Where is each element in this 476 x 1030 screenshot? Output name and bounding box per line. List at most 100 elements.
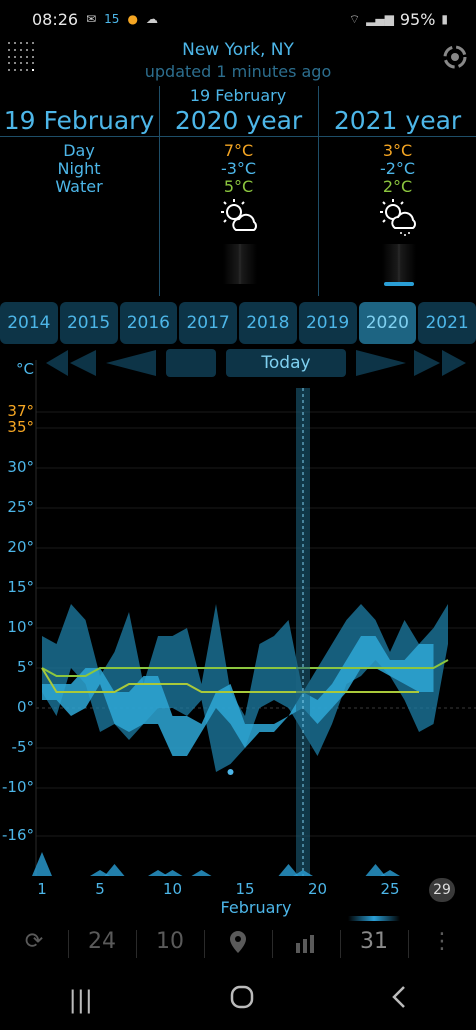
- precip-mark: [32, 852, 52, 876]
- partly-cloudy-icon: [221, 199, 257, 231]
- year-2021-heading: 2021 year: [333, 106, 462, 135]
- year-tab-2021[interactable]: 2021: [418, 302, 476, 344]
- recent-apps-icon[interactable]: |||: [68, 986, 93, 1014]
- water-temp-2021: 2°C: [382, 177, 413, 196]
- grid-menu-icon[interactable]: [8, 42, 38, 74]
- back-icon[interactable]: [391, 985, 407, 1015]
- battery-icon: ▮: [441, 12, 448, 26]
- norm-line: [41, 667, 419, 693]
- today-button[interactable]: Today: [226, 349, 346, 377]
- y-tick-label: 5°: [16, 658, 34, 676]
- precip-mark: [90, 870, 110, 876]
- precip-mark: [380, 870, 400, 876]
- toolbar-hours-button[interactable]: 24: [68, 916, 136, 968]
- mail-icon: ✉: [86, 12, 97, 26]
- y-tick-label: 0°: [16, 698, 34, 716]
- partly-cloudy-snow-icon: [380, 199, 416, 236]
- divider: [0, 136, 476, 137]
- precip-mark: [191, 870, 212, 876]
- y-tick-label: 15°: [7, 578, 34, 596]
- jump-back-icon[interactable]: [46, 350, 96, 376]
- norm-line: [41, 659, 449, 677]
- signal-icon: ▂▄▆: [366, 12, 394, 26]
- toolbar-month-button[interactable]: 31: [340, 916, 408, 968]
- year-2020-heading: 2020 year: [174, 106, 303, 135]
- home-icon[interactable]: [230, 985, 254, 1015]
- precip-bar-2020: [223, 244, 257, 284]
- year-tab-2019[interactable]: 2019: [298, 302, 357, 344]
- step-back-icon[interactable]: [106, 350, 156, 376]
- water-temp-2020: 5°C: [223, 177, 254, 196]
- weather-icon: ●: [127, 12, 138, 26]
- system-navigation-bar: |||: [0, 970, 476, 1030]
- x-tick-label: 20: [307, 880, 328, 898]
- battery-level: 95%: [399, 9, 436, 29]
- y-tick-label: 20°: [7, 538, 34, 556]
- precip-mark: [148, 870, 168, 876]
- temperature-band: [42, 604, 448, 772]
- year-selector: 2014 2015 2016 2017 2018 2019 2020 2021: [0, 302, 476, 344]
- y-tick-label: 37°: [7, 402, 34, 420]
- updated-time: updated 1 minutes ago: [144, 62, 332, 81]
- jump-forward-icon[interactable]: [414, 350, 466, 376]
- app-logo-icon[interactable]: [442, 44, 468, 70]
- precip-bar-2021: [382, 244, 416, 286]
- day-label: Day: [63, 141, 95, 160]
- thermo-icon: 15: [104, 12, 119, 26]
- city-name[interactable]: New York, NY: [182, 40, 294, 60]
- location-header: New York, NY updated 1 minutes ago: [0, 38, 476, 86]
- y-tick-label: 30°: [7, 458, 34, 476]
- labels-column: 19 February Day Night Water: [0, 86, 158, 296]
- temperature-band: [42, 636, 434, 756]
- step-forward-icon[interactable]: [356, 350, 406, 376]
- refresh-icon[interactable]: ⟳: [24, 929, 44, 954]
- x-tick-label: 5: [95, 880, 105, 898]
- year-tab-2018[interactable]: 2018: [239, 302, 297, 344]
- precip-mark: [278, 864, 299, 876]
- wifi-icon: ⌔: [348, 11, 361, 26]
- y-tick-label: 25°: [7, 498, 34, 516]
- precip-mark: [365, 864, 386, 876]
- year-tab-2014[interactable]: 2014: [0, 302, 58, 344]
- last-day-marker[interactable]: 29: [429, 878, 455, 902]
- period-button[interactable]: [166, 349, 216, 377]
- year-tab-2016[interactable]: 2016: [119, 302, 178, 344]
- chart-navigation: Today: [0, 346, 476, 380]
- x-tick-label: 15: [235, 880, 255, 898]
- day-temp-2020: 7°C: [223, 141, 254, 160]
- night-label: Night: [57, 159, 101, 178]
- status-bar: 08:26 ✉ 15 ● ☁ ⌔ ▂▄▆ 95% ▮: [0, 0, 476, 38]
- y-tick-label: -16°: [2, 826, 34, 844]
- year-tab-2020[interactable]: 2020: [358, 302, 417, 344]
- y-tick-label: -10°: [2, 778, 34, 796]
- precip-mark: [293, 870, 313, 876]
- y-tick-label: -5°: [11, 738, 34, 756]
- x-axis-label: February: [220, 898, 292, 917]
- precip-mark: [104, 864, 125, 876]
- cloud-icon: ☁: [145, 12, 158, 26]
- x-tick-label: 10: [162, 880, 183, 898]
- year-2021-column[interactable]: 2021 year 3°C -2°C 2°C: [318, 86, 476, 296]
- more-options-icon[interactable]: ⋮: [408, 916, 476, 968]
- day-temp-2021: 3°C: [382, 141, 413, 160]
- water-label: Water: [55, 177, 103, 196]
- toolbar-days-button[interactable]: 10: [136, 916, 204, 968]
- y-tick-label: 10°: [7, 618, 34, 636]
- trend-chart-icon[interactable]: [272, 916, 340, 968]
- year-tab-2017[interactable]: 2017: [179, 302, 237, 344]
- comparison-panel: 19 February Day Night Water 2020 year 7°…: [0, 86, 476, 296]
- night-temp-2021: -2°C: [379, 159, 416, 178]
- clock: 08:26: [32, 9, 79, 29]
- precip-mark: [162, 870, 183, 876]
- date-heading: 19 February: [3, 106, 155, 135]
- selected-date: 19 February: [189, 86, 287, 105]
- year-2020-column[interactable]: 2020 year 7°C -3°C 5°C: [159, 86, 317, 296]
- year-tab-2015[interactable]: 2015: [59, 302, 118, 344]
- night-temp-2020: -3°C: [220, 159, 257, 178]
- bottom-toolbar: ⟳ 24 10 31 ⋮: [0, 916, 476, 968]
- location-pin-icon[interactable]: [204, 916, 272, 968]
- x-tick-label: 25: [380, 880, 400, 898]
- temp-badge: 15: [104, 12, 120, 26]
- x-tick-label: 1: [37, 880, 47, 898]
